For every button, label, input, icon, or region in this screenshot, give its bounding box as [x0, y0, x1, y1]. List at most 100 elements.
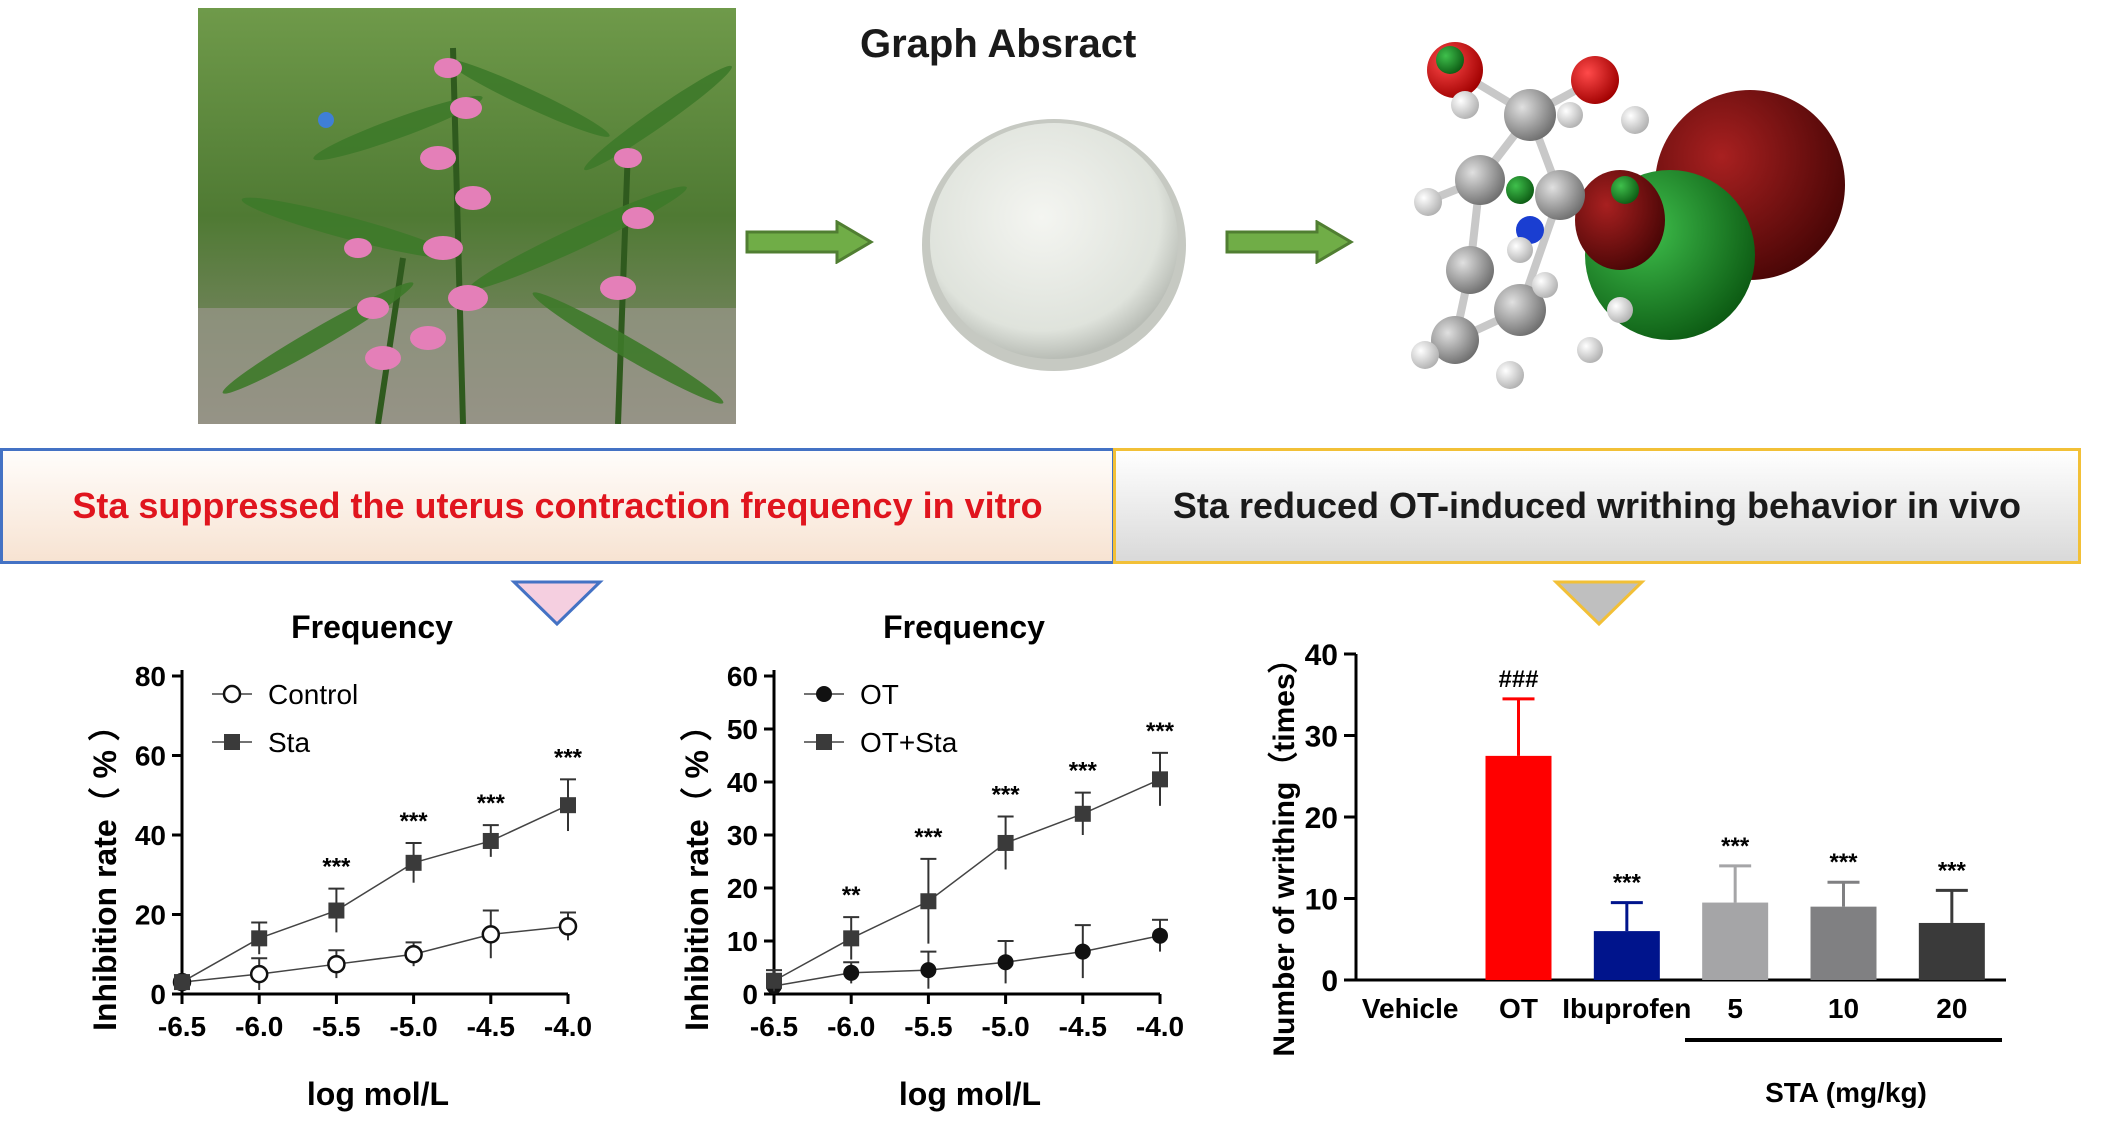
- x-tick-label: Ibuprofen: [1562, 993, 1691, 1024]
- data-point: [920, 893, 937, 910]
- data-point: [327, 954, 346, 974]
- data-point: [1152, 927, 1168, 944]
- series-line-ot: [773, 934, 1161, 987]
- x-tick-label: -6.5: [158, 1011, 206, 1042]
- y-axis-label: Inhibition rate（ % ）: [679, 709, 715, 1031]
- data-point: [1152, 771, 1168, 788]
- chart-ot-vs-ot-sta: Frequency Inhibition rate（ % ） log mol/L…: [679, 609, 1184, 1112]
- significance-marker: ***: [992, 781, 1021, 808]
- legend-marker: [816, 686, 832, 702]
- chart-writhing-bar: Number of writhing（times） STA (mg/kg) 0 1…: [1267, 639, 2006, 1108]
- significance-marker: ***: [1829, 849, 1858, 876]
- x-tick-label: 20: [1936, 993, 1967, 1024]
- significance-marker: ***: [1069, 758, 1098, 785]
- series-line-sta: [181, 804, 569, 983]
- data-point: [843, 930, 860, 947]
- y-tick-label: 80: [135, 661, 166, 692]
- legend-marker: [816, 734, 832, 750]
- significance-marker: **: [842, 882, 861, 909]
- y-tick-label: 30: [1305, 721, 1338, 754]
- bar-20: [1918, 922, 1985, 980]
- data-point: [843, 964, 860, 981]
- significance-marker: ***: [400, 808, 429, 835]
- significance-marker: ***: [1938, 857, 1967, 884]
- x-tick-label: Vehicle: [1362, 993, 1459, 1024]
- plant-photo: [198, 8, 736, 424]
- y-tick-label: 20: [727, 873, 758, 904]
- bar-ot: [1485, 755, 1552, 980]
- x-tick-label: -6.5: [750, 1011, 798, 1042]
- in-vivo-banner: Sta reduced OT-induced writhing behavior…: [1113, 448, 2081, 564]
- y-tick-label: 20: [1305, 802, 1338, 835]
- y-axis-label: Number of writhing（times）: [1267, 643, 1301, 1056]
- y-tick-label: 0: [742, 979, 758, 1010]
- data-point: [997, 954, 1014, 971]
- x-tick-label: -6.0: [235, 1011, 283, 1042]
- molecule-orbital-image: [1411, 42, 1845, 389]
- data-point: [558, 917, 578, 936]
- y-tick-label: 10: [1305, 884, 1338, 917]
- x-axis-label: log mol/L: [899, 1076, 1041, 1112]
- x-tick-label: -4.0: [544, 1011, 592, 1042]
- group-label: STA (mg/kg): [1765, 1077, 1927, 1108]
- x-tick-label: -4.5: [467, 1011, 515, 1042]
- down-arrow-icon: [510, 580, 604, 627]
- x-tick-label: -5.0: [981, 1011, 1029, 1042]
- legend-label: Control: [268, 679, 358, 710]
- y-tick-label: 40: [135, 820, 166, 851]
- data-point: [405, 854, 422, 871]
- legend-label: OT: [860, 679, 899, 710]
- data-point: [1074, 943, 1091, 960]
- y-tick-label: 20: [135, 900, 166, 931]
- data-point: [174, 974, 190, 991]
- data-point: [481, 925, 501, 944]
- data-point: [1074, 805, 1091, 822]
- chart-title: Frequency: [883, 609, 1045, 645]
- legend-label: OT+Sta: [860, 727, 958, 758]
- legend-marker: [222, 684, 242, 704]
- graph-title: Graph Absract: [860, 22, 1137, 66]
- x-tick-label: -5.5: [904, 1011, 952, 1042]
- significance-marker: ***: [1146, 718, 1175, 745]
- x-tick-label: -6.0: [827, 1011, 875, 1042]
- y-tick-label: 10: [727, 926, 758, 957]
- legend-marker: [224, 734, 240, 750]
- in-vitro-banner: Sta suppressed the uterus contraction fr…: [0, 448, 1115, 564]
- significance-marker: ***: [322, 854, 351, 881]
- significance-marker: ###: [1498, 666, 1538, 693]
- significance-marker: ***: [1613, 870, 1642, 897]
- data-point: [249, 964, 269, 984]
- x-tick-label: OT: [1499, 993, 1538, 1024]
- arrow-right-icon: [1225, 220, 1354, 264]
- y-tick-label: 40: [727, 767, 758, 798]
- y-tick-label: 0: [150, 979, 166, 1010]
- data-point: [251, 930, 268, 947]
- data-point: [482, 832, 499, 849]
- x-tick-label: 10: [1828, 993, 1859, 1024]
- data-point: [404, 945, 423, 964]
- y-tick-label: 30: [727, 820, 758, 851]
- x-tick-label: -4.5: [1059, 1011, 1107, 1042]
- bar-ibuprofen: [1593, 931, 1660, 980]
- data-point: [766, 972, 782, 989]
- data-point: [920, 962, 937, 979]
- significance-marker: ***: [914, 824, 943, 851]
- arrow-right-icon: [745, 220, 874, 264]
- data-point: [997, 834, 1014, 851]
- x-tick-label: -5.0: [389, 1011, 437, 1042]
- powder-dish-image: [922, 119, 1186, 371]
- y-tick-label: 40: [1305, 639, 1338, 672]
- significance-marker: ***: [1721, 833, 1750, 860]
- y-axis-label: Inhibition rate（ % ）: [87, 709, 123, 1031]
- chart-control-vs-sta: Frequency Inhibition rate（ % ） log mol/L…: [87, 609, 592, 1112]
- y-tick-label: 60: [727, 661, 758, 692]
- data-point: [560, 797, 576, 814]
- x-tick-label: -4.0: [1136, 1011, 1184, 1042]
- series-line-ot-sta: [773, 778, 1161, 982]
- data-point: [328, 902, 345, 919]
- legend-label: Sta: [268, 727, 310, 758]
- down-arrow-icon: [1552, 580, 1646, 627]
- significance-marker: ***: [554, 744, 583, 771]
- chart-title: Frequency: [291, 609, 453, 645]
- significance-marker: ***: [477, 790, 506, 817]
